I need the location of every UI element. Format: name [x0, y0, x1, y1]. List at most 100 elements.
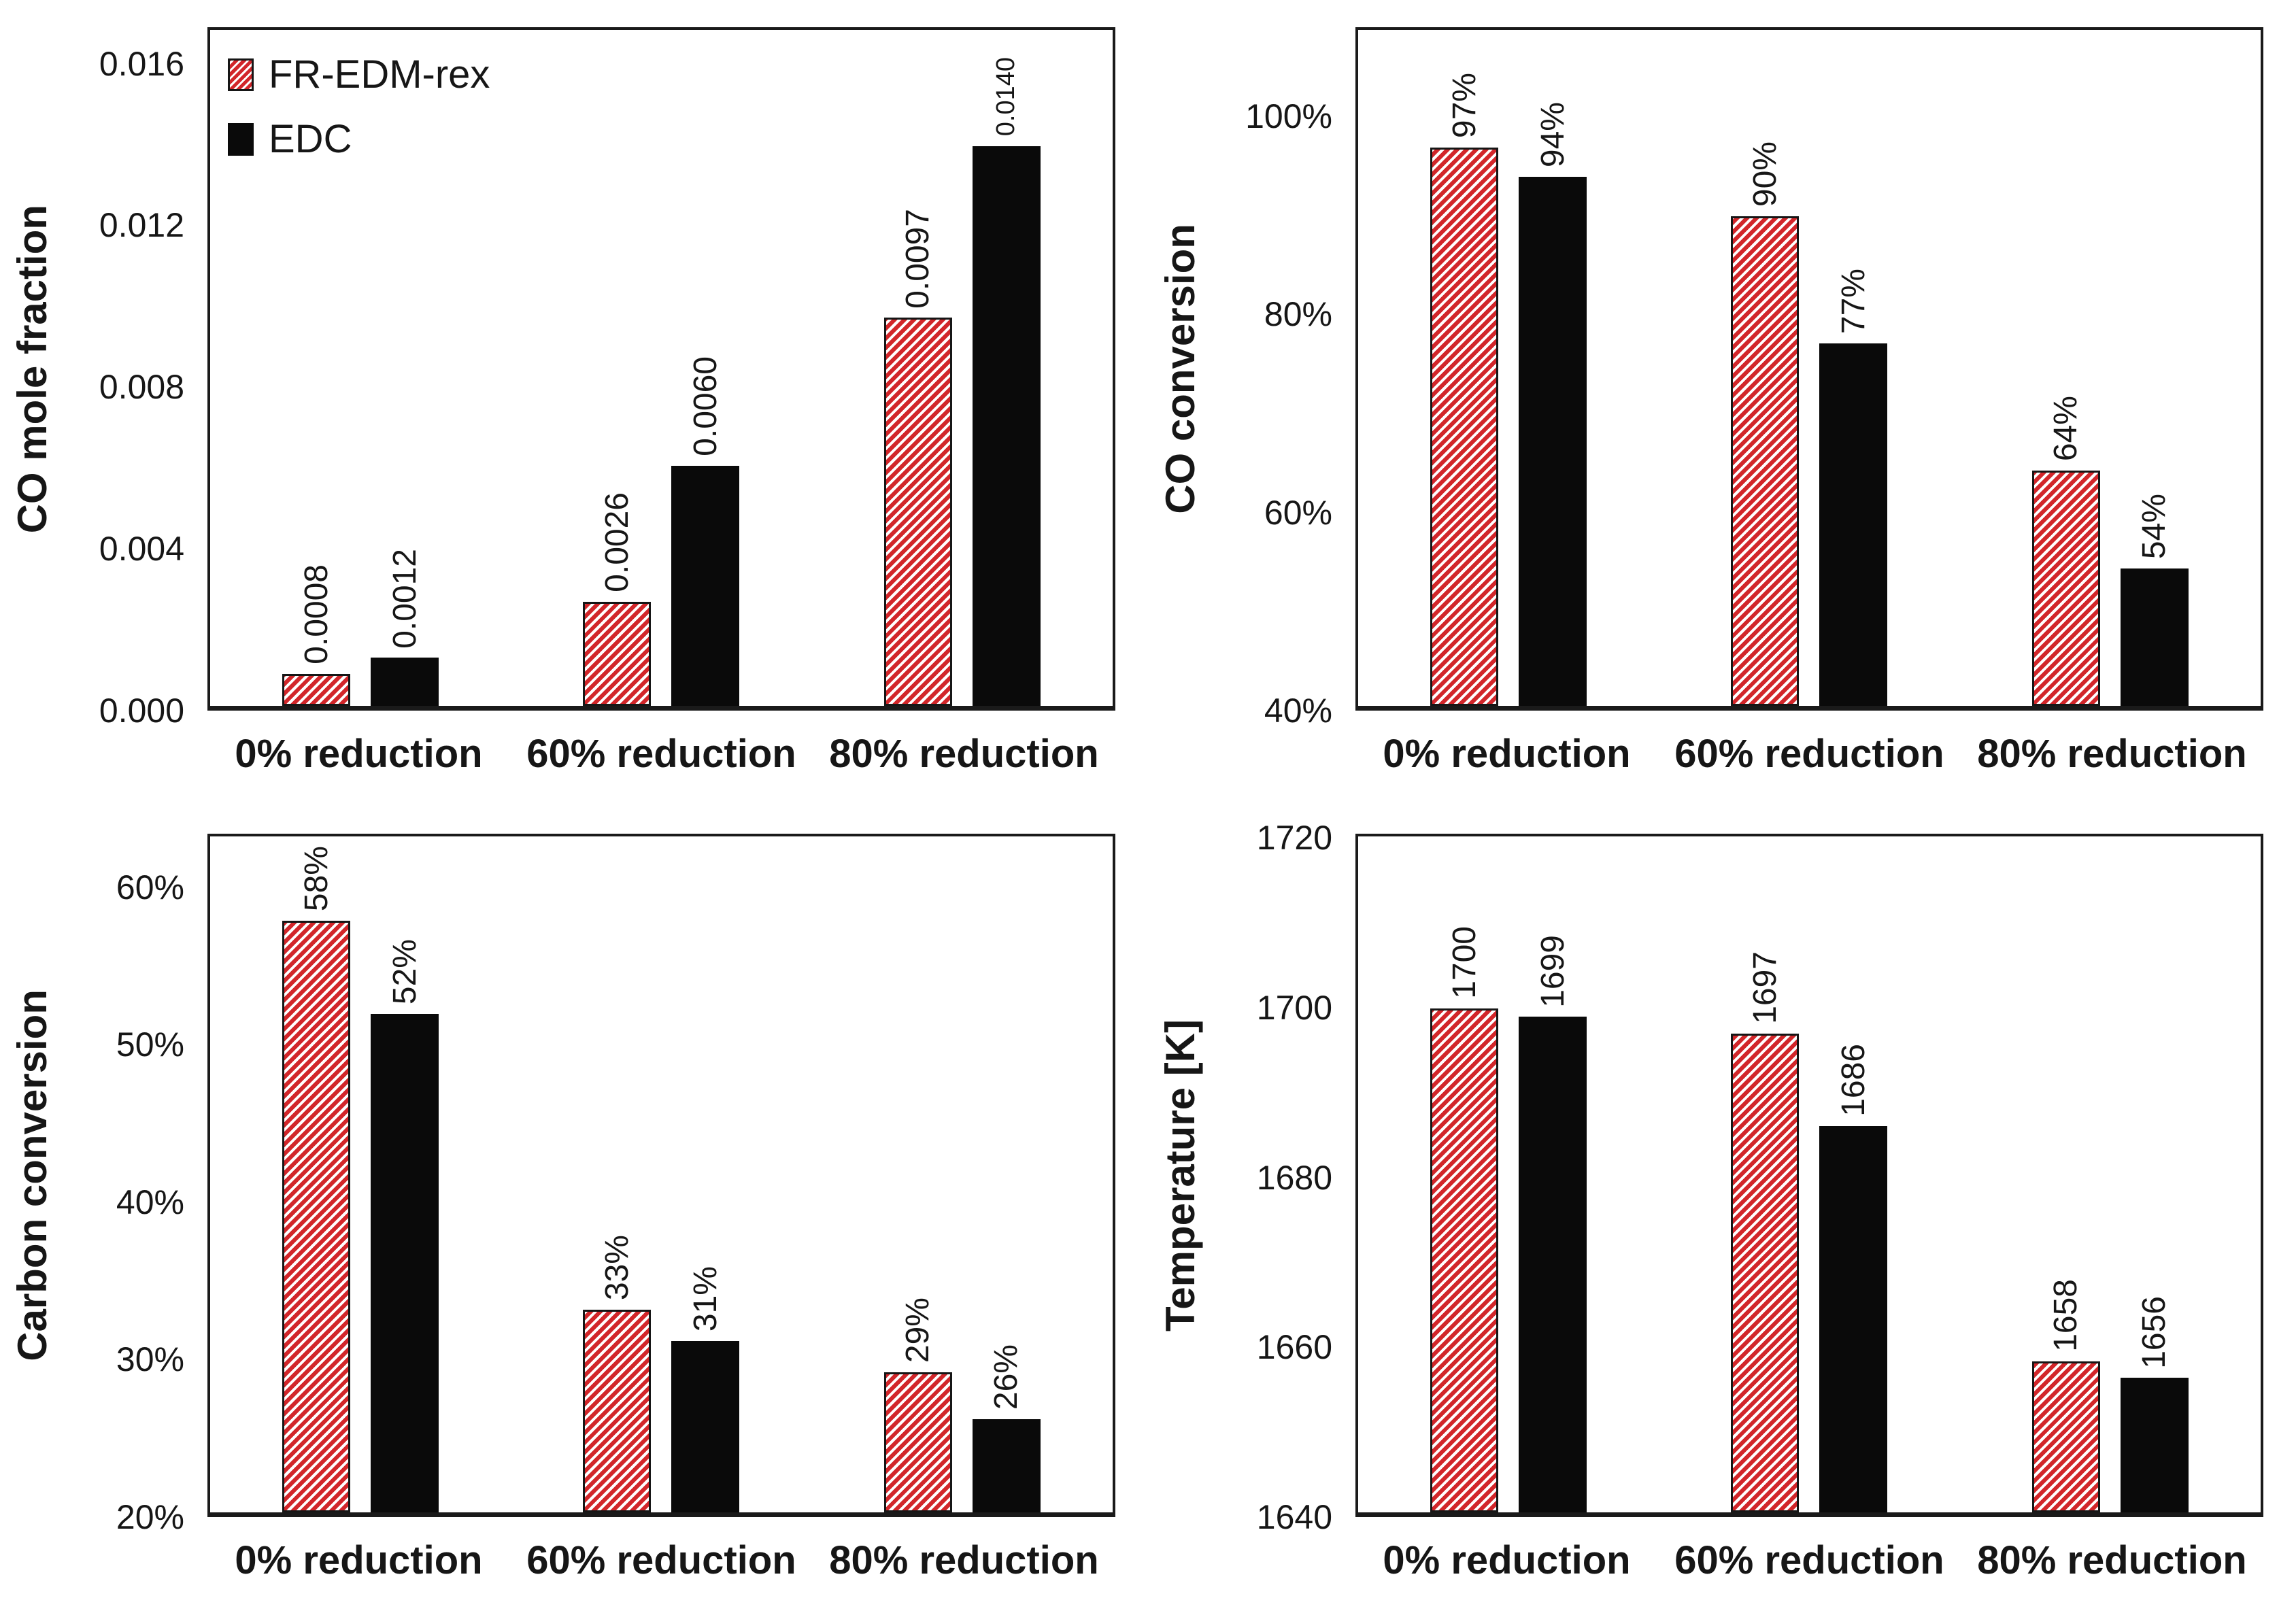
- bar-edc: [972, 1419, 1041, 1512]
- bar-value-label: 0.0026: [598, 492, 635, 593]
- bar-fr-edm-rex: [282, 673, 351, 706]
- bar-fr-edm-rex: [1731, 216, 1800, 706]
- plot-area: 58% 52% 33% 31% 29% 26%: [207, 834, 1115, 1517]
- bar-edc: [2120, 568, 2189, 706]
- bar-edc: [1519, 1017, 1587, 1512]
- plot-area: 97% 94% 90% 77% 64% 54%: [1355, 27, 2263, 711]
- x-category-label: 80% reduction: [1977, 1538, 2247, 1582]
- y-axis-ticks: 1640 1660 1680 1700 1720: [1213, 819, 1355, 1536]
- x-category-label: 80% reduction: [829, 1538, 1099, 1582]
- chart-carbon-conversion: Carbon conversion 20% 30% 40% 50% 60% 58% 52%…: [0, 806, 1148, 1613]
- bar-edc: [1519, 177, 1587, 706]
- bar-column: 1700: [1430, 836, 1499, 1512]
- bar-value-label: 52%: [386, 939, 423, 1005]
- bar-column: 52%: [371, 836, 439, 1512]
- bar-value-label: 90%: [1746, 141, 1783, 207]
- y-tick-label: 1640: [1256, 1498, 1332, 1536]
- bar-column: 0.0097: [883, 30, 952, 706]
- y-tick-label: 0.008: [99, 368, 184, 407]
- bar-fr-edm-rex: [2031, 1361, 2100, 1512]
- x-category-label: 60% reduction: [1674, 732, 1944, 776]
- x-category-label: 0% reduction: [1383, 1538, 1631, 1582]
- y-axis-title-container: CO mole fraction: [0, 27, 65, 711]
- bar-edc: [1819, 343, 1888, 706]
- y-tick-label: 60%: [1264, 493, 1332, 532]
- bar-value-label: 94%: [1534, 102, 1571, 168]
- x-category-label: 60% reduction: [1674, 1538, 1944, 1582]
- y-axis-ticks: 0.000 0.004 0.008 0.012 0.016: [65, 27, 207, 730]
- bar-value-label: 77%: [1835, 268, 1872, 334]
- category-group: 0.0097 0.0140: [883, 30, 1041, 706]
- bar-fr-edm-rex: [883, 1372, 952, 1512]
- plot-area: FR-EDM-rex EDC 0.0008 0.0012 0.0026 0.0060 0…: [207, 27, 1115, 711]
- bar-column: 31%: [671, 836, 740, 1512]
- y-tick-label: 0.000: [99, 692, 184, 730]
- bar-column: 33%: [583, 836, 652, 1512]
- y-tick-label: 60%: [116, 868, 184, 906]
- y-axis-title: Temperature [K]: [1158, 1019, 1203, 1331]
- bar-column: 1656: [2120, 836, 2189, 1512]
- y-tick-label: 0.012: [99, 206, 184, 245]
- bar-value-label: 0.0012: [386, 548, 423, 649]
- x-axis-labels: 0% reduction 60% reduction 80% reduction: [1355, 711, 2263, 806]
- y-axis-title: Carbon conversion: [10, 989, 55, 1361]
- bar-value-label: 1699: [1534, 934, 1571, 1008]
- bar-value-label: 29%: [900, 1297, 936, 1363]
- bar-fr-edm-rex: [1430, 1008, 1499, 1512]
- plot-area: 1700 1699 1697 1686 1658 1656: [1355, 834, 2263, 1517]
- bar-value-label: 1658: [2048, 1278, 2084, 1352]
- bar-edc: [2120, 1378, 2189, 1512]
- y-axis-title-container: Temperature [K]: [1148, 834, 1213, 1517]
- bar-column: 77%: [1819, 30, 1888, 706]
- bar-fr-edm-rex: [1731, 1034, 1800, 1512]
- bar-value-label: 31%: [687, 1266, 724, 1332]
- y-tick-label: 1720: [1256, 819, 1332, 858]
- bar-fr-edm-rex: [583, 1310, 652, 1512]
- x-category-label: 0% reduction: [1383, 732, 1631, 776]
- legend-swatch-red-hatch-icon: [228, 58, 254, 91]
- category-group: 0.0026 0.0060: [583, 30, 740, 706]
- bar-value-label: 1700: [1446, 926, 1483, 1000]
- bar-value-label: 0.0060: [687, 356, 724, 457]
- bar-edc: [371, 1014, 439, 1512]
- category-group: 97% 94%: [1430, 30, 1587, 706]
- bar-value-label: 0.0097: [900, 208, 936, 309]
- x-category-label: 60% reduction: [526, 1538, 796, 1582]
- chart-co-conversion: CO conversion 40% 60% 80% 100% 97% 94% 90% 77%…: [1148, 0, 2296, 806]
- category-group: 29% 26%: [883, 836, 1041, 1512]
- bar-column: 1658: [2031, 836, 2100, 1512]
- bar-column: 0.0026: [583, 30, 652, 706]
- bar-fr-edm-rex: [2031, 471, 2100, 706]
- bar-column: 97%: [1430, 30, 1499, 706]
- x-category-label: 80% reduction: [1977, 732, 2247, 776]
- bar-value-label: 26%: [988, 1344, 1025, 1410]
- category-group: 1700 1699: [1430, 836, 1587, 1512]
- category-group: 64% 54%: [2031, 30, 2189, 706]
- bar-column: 64%: [2031, 30, 2100, 706]
- category-group: 58% 52%: [282, 836, 439, 1512]
- bar-column: 1699: [1519, 836, 1587, 1512]
- legend-swatch-black-icon: [228, 122, 254, 156]
- x-category-label: 80% reduction: [829, 732, 1099, 776]
- legend-label: EDC: [269, 117, 352, 161]
- bar-value-label: 1656: [2136, 1295, 2173, 1369]
- y-tick-label: 40%: [1264, 692, 1332, 730]
- bar-column: 0.0140: [972, 30, 1041, 706]
- y-axis-title-container: CO conversion: [1148, 27, 1213, 711]
- bar-fr-edm-rex: [883, 318, 952, 706]
- x-axis-labels: 0% reduction 60% reduction 80% reduction: [207, 1517, 1115, 1613]
- chart-co-mole-fraction: CO mole fraction 0.000 0.004 0.008 0.012 0.0…: [0, 0, 1148, 806]
- category-group: 1697 1686: [1731, 836, 1888, 1512]
- bar-value-label: 97%: [1446, 72, 1483, 138]
- bar-value-label: 54%: [2136, 494, 2173, 560]
- y-tick-label: 20%: [116, 1498, 184, 1536]
- category-group: 0.0008 0.0012: [282, 30, 439, 706]
- bar-column: 29%: [883, 836, 952, 1512]
- y-tick-label: 1700: [1256, 988, 1332, 1027]
- y-tick-label: 100%: [1245, 97, 1332, 136]
- bar-edc: [1819, 1126, 1888, 1512]
- y-tick-label: 0.016: [99, 44, 184, 83]
- y-tick-label: 0.004: [99, 530, 184, 568]
- bar-column: 26%: [972, 836, 1041, 1512]
- bar-column: 0.0012: [371, 30, 439, 706]
